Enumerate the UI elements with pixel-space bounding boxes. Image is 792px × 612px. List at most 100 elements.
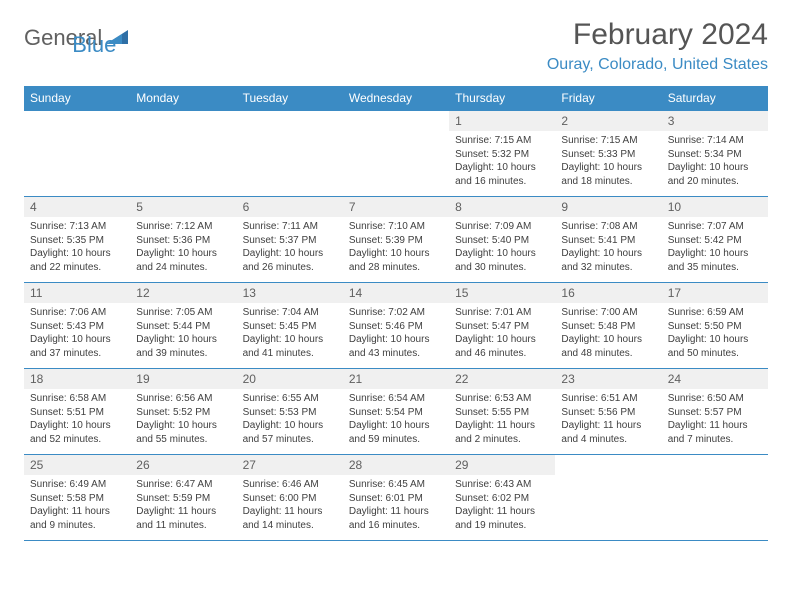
day-number: 15: [449, 283, 555, 303]
week-row: 1Sunrise: 7:15 AMSunset: 5:32 PMDaylight…: [24, 111, 768, 197]
day-details: Sunrise: 6:56 AMSunset: 5:52 PMDaylight:…: [130, 389, 236, 449]
calendar-cell: 27Sunrise: 6:46 AMSunset: 6:00 PMDayligh…: [237, 455, 343, 541]
calendar-cell: 14Sunrise: 7:02 AMSunset: 5:46 PMDayligh…: [343, 283, 449, 369]
day-number: 18: [24, 369, 130, 389]
title-block: February 2024 Ouray, Colorado, United St…: [547, 18, 768, 74]
day-number: 17: [662, 283, 768, 303]
day-details: Sunrise: 7:12 AMSunset: 5:36 PMDaylight:…: [130, 217, 236, 277]
calendar-cell: 29Sunrise: 6:43 AMSunset: 6:02 PMDayligh…: [449, 455, 555, 541]
day-number: 2: [555, 111, 661, 131]
calendar-cell: 12Sunrise: 7:05 AMSunset: 5:44 PMDayligh…: [130, 283, 236, 369]
day-number: 24: [662, 369, 768, 389]
day-number: 10: [662, 197, 768, 217]
day-number: 28: [343, 455, 449, 475]
calendar-cell: 19Sunrise: 6:56 AMSunset: 5:52 PMDayligh…: [130, 369, 236, 455]
calendar-cell: 10Sunrise: 7:07 AMSunset: 5:42 PMDayligh…: [662, 197, 768, 283]
day-number: 7: [343, 197, 449, 217]
calendar-cell: 15Sunrise: 7:01 AMSunset: 5:47 PMDayligh…: [449, 283, 555, 369]
day-details: Sunrise: 7:00 AMSunset: 5:48 PMDaylight:…: [555, 303, 661, 363]
day-number: 25: [24, 455, 130, 475]
month-title: February 2024: [547, 18, 768, 52]
day-details: Sunrise: 7:06 AMSunset: 5:43 PMDaylight:…: [24, 303, 130, 363]
day-of-week-row: SundayMondayTuesdayWednesdayThursdayFrid…: [24, 86, 768, 111]
day-number: 3: [662, 111, 768, 131]
day-details: Sunrise: 7:15 AMSunset: 5:32 PMDaylight:…: [449, 131, 555, 191]
day-number: 8: [449, 197, 555, 217]
day-details: Sunrise: 7:15 AMSunset: 5:33 PMDaylight:…: [555, 131, 661, 191]
week-row: 4Sunrise: 7:13 AMSunset: 5:35 PMDaylight…: [24, 197, 768, 283]
day-details: Sunrise: 6:59 AMSunset: 5:50 PMDaylight:…: [662, 303, 768, 363]
header: General Blue February 2024 Ouray, Colora…: [24, 18, 768, 74]
day-number: 27: [237, 455, 343, 475]
calendar-body: 1Sunrise: 7:15 AMSunset: 5:32 PMDaylight…: [24, 111, 768, 541]
day-details: Sunrise: 7:13 AMSunset: 5:35 PMDaylight:…: [24, 217, 130, 277]
day-details: Sunrise: 7:05 AMSunset: 5:44 PMDaylight:…: [130, 303, 236, 363]
dow-saturday: Saturday: [662, 86, 768, 111]
calendar-cell: 21Sunrise: 6:54 AMSunset: 5:54 PMDayligh…: [343, 369, 449, 455]
day-number: 9: [555, 197, 661, 217]
day-details: Sunrise: 6:51 AMSunset: 5:56 PMDaylight:…: [555, 389, 661, 449]
day-number: 21: [343, 369, 449, 389]
day-details: Sunrise: 6:47 AMSunset: 5:59 PMDaylight:…: [130, 475, 236, 535]
day-number: 6: [237, 197, 343, 217]
calendar-cell: [237, 111, 343, 197]
calendar-cell: 9Sunrise: 7:08 AMSunset: 5:41 PMDaylight…: [555, 197, 661, 283]
day-details: Sunrise: 7:08 AMSunset: 5:41 PMDaylight:…: [555, 217, 661, 277]
dow-wednesday: Wednesday: [343, 86, 449, 111]
day-number: 16: [555, 283, 661, 303]
calendar-cell: [24, 111, 130, 197]
day-details: Sunrise: 7:10 AMSunset: 5:39 PMDaylight:…: [343, 217, 449, 277]
calendar-table: SundayMondayTuesdayWednesdayThursdayFrid…: [24, 86, 768, 541]
calendar-cell: [130, 111, 236, 197]
week-row: 25Sunrise: 6:49 AMSunset: 5:58 PMDayligh…: [24, 455, 768, 541]
week-row: 11Sunrise: 7:06 AMSunset: 5:43 PMDayligh…: [24, 283, 768, 369]
location-text: Ouray, Colorado, United States: [547, 56, 768, 74]
calendar-cell: 6Sunrise: 7:11 AMSunset: 5:37 PMDaylight…: [237, 197, 343, 283]
day-details: Sunrise: 6:53 AMSunset: 5:55 PMDaylight:…: [449, 389, 555, 449]
day-details: Sunrise: 6:58 AMSunset: 5:51 PMDaylight:…: [24, 389, 130, 449]
calendar-cell: 25Sunrise: 6:49 AMSunset: 5:58 PMDayligh…: [24, 455, 130, 541]
calendar-cell: 7Sunrise: 7:10 AMSunset: 5:39 PMDaylight…: [343, 197, 449, 283]
calendar-cell: 13Sunrise: 7:04 AMSunset: 5:45 PMDayligh…: [237, 283, 343, 369]
dow-sunday: Sunday: [24, 86, 130, 111]
day-details: Sunrise: 6:45 AMSunset: 6:01 PMDaylight:…: [343, 475, 449, 535]
day-details: Sunrise: 7:14 AMSunset: 5:34 PMDaylight:…: [662, 131, 768, 191]
day-details: Sunrise: 6:43 AMSunset: 6:02 PMDaylight:…: [449, 475, 555, 535]
calendar-cell: 3Sunrise: 7:14 AMSunset: 5:34 PMDaylight…: [662, 111, 768, 197]
week-row: 18Sunrise: 6:58 AMSunset: 5:51 PMDayligh…: [24, 369, 768, 455]
day-number: 22: [449, 369, 555, 389]
calendar-cell: 24Sunrise: 6:50 AMSunset: 5:57 PMDayligh…: [662, 369, 768, 455]
day-details: Sunrise: 7:02 AMSunset: 5:46 PMDaylight:…: [343, 303, 449, 363]
day-details: Sunrise: 6:54 AMSunset: 5:54 PMDaylight:…: [343, 389, 449, 449]
day-number: 29: [449, 455, 555, 475]
calendar-cell: [662, 455, 768, 541]
day-details: Sunrise: 6:49 AMSunset: 5:58 PMDaylight:…: [24, 475, 130, 535]
day-number: 13: [237, 283, 343, 303]
day-details: Sunrise: 7:04 AMSunset: 5:45 PMDaylight:…: [237, 303, 343, 363]
calendar-cell: 20Sunrise: 6:55 AMSunset: 5:53 PMDayligh…: [237, 369, 343, 455]
day-number: 5: [130, 197, 236, 217]
day-number: 20: [237, 369, 343, 389]
day-details: Sunrise: 7:09 AMSunset: 5:40 PMDaylight:…: [449, 217, 555, 277]
dow-monday: Monday: [130, 86, 236, 111]
calendar-cell: 11Sunrise: 7:06 AMSunset: 5:43 PMDayligh…: [24, 283, 130, 369]
calendar-cell: 1Sunrise: 7:15 AMSunset: 5:32 PMDaylight…: [449, 111, 555, 197]
day-number: 1: [449, 111, 555, 131]
calendar-cell: 2Sunrise: 7:15 AMSunset: 5:33 PMDaylight…: [555, 111, 661, 197]
logo: General Blue: [24, 18, 116, 58]
calendar-cell: [343, 111, 449, 197]
calendar-cell: 22Sunrise: 6:53 AMSunset: 5:55 PMDayligh…: [449, 369, 555, 455]
day-number: 26: [130, 455, 236, 475]
calendar-cell: 18Sunrise: 6:58 AMSunset: 5:51 PMDayligh…: [24, 369, 130, 455]
day-details: Sunrise: 7:11 AMSunset: 5:37 PMDaylight:…: [237, 217, 343, 277]
dow-tuesday: Tuesday: [237, 86, 343, 111]
day-details: Sunrise: 6:50 AMSunset: 5:57 PMDaylight:…: [662, 389, 768, 449]
day-details: Sunrise: 7:07 AMSunset: 5:42 PMDaylight:…: [662, 217, 768, 277]
calendar-cell: 5Sunrise: 7:12 AMSunset: 5:36 PMDaylight…: [130, 197, 236, 283]
calendar-cell: 16Sunrise: 7:00 AMSunset: 5:48 PMDayligh…: [555, 283, 661, 369]
day-details: Sunrise: 6:55 AMSunset: 5:53 PMDaylight:…: [237, 389, 343, 449]
calendar-cell: 8Sunrise: 7:09 AMSunset: 5:40 PMDaylight…: [449, 197, 555, 283]
dow-friday: Friday: [555, 86, 661, 111]
calendar-cell: 4Sunrise: 7:13 AMSunset: 5:35 PMDaylight…: [24, 197, 130, 283]
calendar-cell: 28Sunrise: 6:45 AMSunset: 6:01 PMDayligh…: [343, 455, 449, 541]
